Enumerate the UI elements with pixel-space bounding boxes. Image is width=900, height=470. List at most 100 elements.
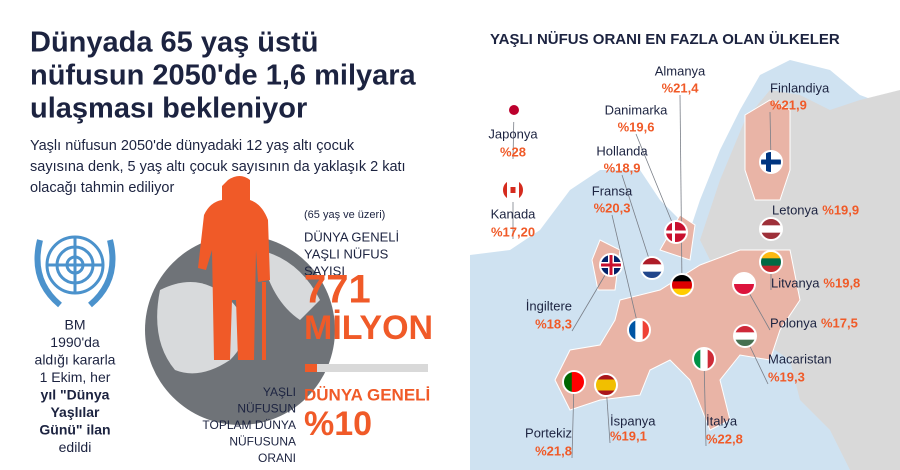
world-label: DÜNYA GENELİ <box>304 229 399 244</box>
country-name: Litvanya <box>771 275 820 290</box>
flag-ring <box>640 256 664 280</box>
connector <box>703 358 707 447</box>
globe <box>145 176 335 425</box>
connector <box>571 264 612 332</box>
flag-ring <box>594 373 618 397</box>
un-logo <box>34 235 116 308</box>
flag-ring <box>627 318 651 342</box>
un-note-line: Günü" ilan <box>39 422 110 438</box>
flag <box>693 348 715 370</box>
flag-ring <box>670 273 694 297</box>
flag-ring <box>599 253 623 277</box>
country-value: %20,3 <box>594 200 631 215</box>
flag-ring <box>759 250 783 274</box>
flag <box>665 221 687 243</box>
country-name: Portekiz <box>525 425 572 440</box>
elderly-figure <box>198 176 270 360</box>
country-name: Danimarka <box>605 102 669 117</box>
flag-ring <box>732 272 756 296</box>
world-label: SAYISI <box>304 263 345 278</box>
country-value: %18,9 <box>604 160 641 175</box>
world-unit: MİLYON <box>304 309 433 347</box>
flag-ring <box>562 370 586 394</box>
country-name: Macaristan <box>768 351 832 366</box>
map <box>470 48 900 470</box>
country-value: %18,3 <box>535 316 572 331</box>
progress-track <box>305 364 428 372</box>
country-name: Almanya <box>655 63 706 78</box>
subtitle-line: sayısına denk, 5 yaş altı çocuk sayısını… <box>30 159 406 175</box>
flag-ring <box>664 220 688 244</box>
world-label: YAŞLI NÜFUS <box>304 246 389 261</box>
flag <box>641 257 663 279</box>
connector <box>611 214 640 331</box>
country-name: Japonya <box>488 126 538 141</box>
share-value: %10 <box>304 405 372 443</box>
un-note-line: aldığı kararla <box>35 352 116 368</box>
country-value: %19,6 <box>618 119 655 134</box>
title-line: nüfusun 2050'de 1,6 milyara <box>30 60 417 92</box>
country-value: %21,9 <box>770 97 807 112</box>
flag-ring <box>501 178 525 202</box>
country-name: Kanada <box>491 206 537 221</box>
country-value: %17,5 <box>821 315 858 330</box>
flag <box>733 273 755 295</box>
un-note-line: yıl "Dünya <box>41 387 110 403</box>
title-line: ulaşması bekleniyor <box>30 93 307 125</box>
un-note-line: BM <box>65 317 86 333</box>
flag <box>760 218 782 240</box>
share-label: TOPLAM DÜNYA <box>202 418 296 432</box>
progress-fill <box>305 364 317 372</box>
country-value: %19,8 <box>823 275 860 290</box>
flag <box>600 254 622 276</box>
flag <box>628 319 650 341</box>
country-value: %21,4 <box>662 80 700 95</box>
flag-ring <box>759 217 783 241</box>
country-name: İtalya <box>706 413 738 428</box>
country-name: Letonya <box>772 202 819 217</box>
subtitle-line: olacağı tahmin ediliyor <box>30 180 174 196</box>
country-name: Fransa <box>592 183 633 198</box>
age-note: (65 yaş ve üzeri) <box>304 209 385 221</box>
country-value: %28 <box>500 144 526 159</box>
country-name: Hollanda <box>596 143 648 158</box>
country-value: %21,8 <box>535 443 572 458</box>
world-value: 771 <box>304 268 371 312</box>
country-name: Finlandiya <box>770 80 830 95</box>
flag <box>502 179 524 201</box>
share-label: NÜFUSUNA <box>229 435 296 449</box>
un-note-line: Yaşlılar <box>50 404 100 420</box>
share-label: YAŞLI <box>263 385 296 399</box>
country-value: %17,20 <box>491 224 535 239</box>
flag-ring <box>692 347 716 371</box>
connector <box>635 133 677 233</box>
country-value: %19,9 <box>822 202 859 217</box>
flag <box>503 99 525 121</box>
country-name: Polonya <box>770 315 818 330</box>
flag <box>760 151 782 173</box>
country-name: İngiltere <box>526 298 572 313</box>
flag-ring <box>759 150 783 174</box>
connector <box>621 174 653 269</box>
share-title: DÜNYA GENELİ <box>304 385 430 404</box>
un-note-line: 1 Ekim, her <box>40 369 111 385</box>
country-name: İspanya <box>610 413 656 428</box>
country-value: %19,3 <box>768 369 805 384</box>
map-title: YAŞLI NÜFUS ORANI EN FAZLA OLAN ÜLKELER <box>490 31 840 48</box>
flag <box>734 325 756 347</box>
country-value: %19,1 <box>610 428 647 443</box>
flag-ring <box>502 98 526 122</box>
flag <box>671 274 693 296</box>
flag-ring <box>733 324 757 348</box>
flag <box>595 374 617 396</box>
connector <box>679 94 683 286</box>
country-value: %22,8 <box>706 431 743 446</box>
un-note-line: 1990'da <box>50 334 100 350</box>
title-line: Dünyada 65 yaş üstü <box>30 27 319 59</box>
share-label: ORANI <box>258 451 296 465</box>
connector <box>571 381 575 459</box>
subtitle-line: Yaşlı nüfusun 2050'de dünyadaki 12 yaş a… <box>30 138 355 154</box>
flag <box>760 251 782 273</box>
un-note-line: edildi <box>59 439 92 455</box>
